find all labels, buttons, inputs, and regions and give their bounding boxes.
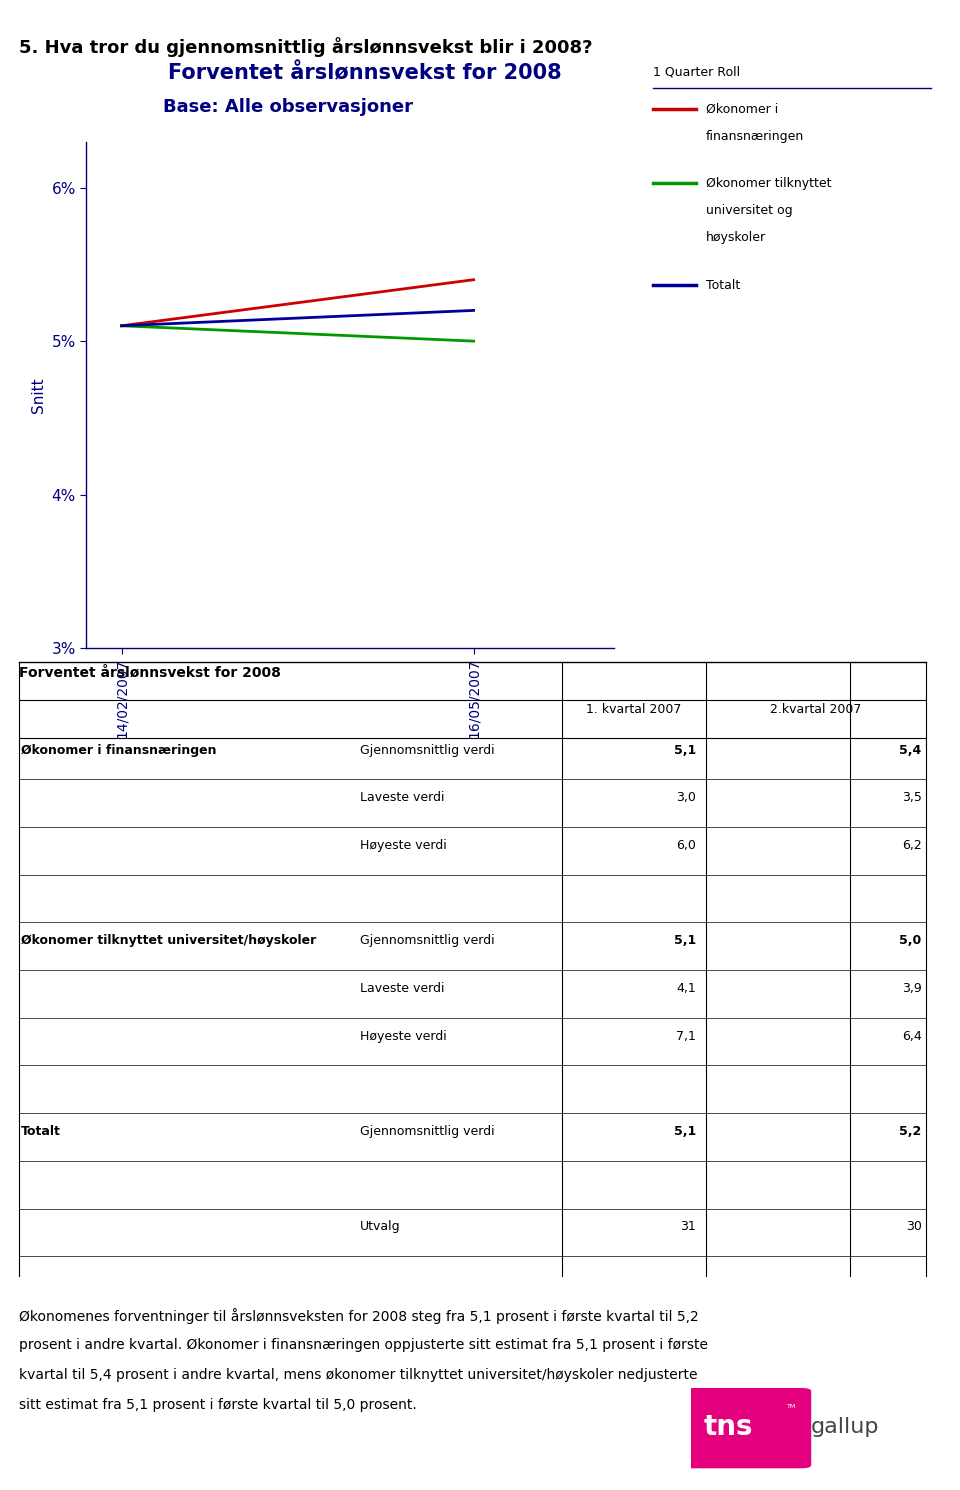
Text: Laveste verdi: Laveste verdi (360, 982, 444, 995)
Text: TM: TM (787, 1404, 797, 1408)
Text: Økonomer tilknyttet: Økonomer tilknyttet (706, 177, 831, 191)
Text: 3,5: 3,5 (901, 791, 922, 805)
Text: 4,1: 4,1 (676, 982, 696, 995)
Text: Økonomer i: Økonomer i (706, 103, 778, 116)
Text: Base: Alle observasjoner: Base: Alle observasjoner (163, 98, 413, 116)
Text: 2.kvartal 2007: 2.kvartal 2007 (770, 703, 862, 717)
Text: 3,0: 3,0 (676, 791, 696, 805)
Text: høyskoler: høyskoler (706, 231, 766, 244)
Text: tns: tns (703, 1413, 753, 1441)
Text: Gjennomsnittlig verdi: Gjennomsnittlig verdi (360, 744, 494, 757)
Text: 6,4: 6,4 (901, 1030, 922, 1043)
Text: Gjennomsnittlig verdi: Gjennomsnittlig verdi (360, 1125, 494, 1138)
Y-axis label: Snitt: Snitt (31, 377, 46, 413)
Text: 5. Hva tror du gjennomsnittlig årslønnsvekst blir i 2008?: 5. Hva tror du gjennomsnittlig årslønnsv… (19, 37, 592, 57)
Text: 5,1: 5,1 (674, 744, 696, 757)
Text: Gjennomsnittlig verdi: Gjennomsnittlig verdi (360, 934, 494, 948)
Text: kvartal til 5,4 prosent i andre kvartal, mens økonomer tilknyttet universitet/hø: kvartal til 5,4 prosent i andre kvartal,… (19, 1368, 698, 1381)
Text: Høyeste verdi: Høyeste verdi (360, 1030, 446, 1043)
Text: Totalt: Totalt (706, 279, 740, 292)
Text: Utvalg: Utvalg (360, 1220, 400, 1234)
Text: 1. kvartal 2007: 1. kvartal 2007 (586, 703, 682, 717)
Text: 6,2: 6,2 (901, 839, 922, 852)
Text: 5,2: 5,2 (900, 1125, 922, 1138)
Text: gallup: gallup (811, 1417, 879, 1436)
Text: 5,0: 5,0 (900, 934, 922, 948)
Text: Økonomer tilknyttet universitet/høyskoler: Økonomer tilknyttet universitet/høyskole… (21, 934, 317, 948)
Text: 31: 31 (681, 1220, 696, 1234)
Text: Forventet årslønnsvekst for 2008: Forventet årslønnsvekst for 2008 (168, 63, 562, 83)
Text: sitt estimat fra 5,1 prosent i første kvartal til 5,0 prosent.: sitt estimat fra 5,1 prosent i første kv… (19, 1398, 417, 1411)
Text: 7,1: 7,1 (676, 1030, 696, 1043)
Text: 6,0: 6,0 (676, 839, 696, 852)
Text: 5,1: 5,1 (674, 934, 696, 948)
Text: Laveste verdi: Laveste verdi (360, 791, 444, 805)
Text: universitet og: universitet og (706, 204, 792, 218)
Text: 30: 30 (905, 1220, 922, 1234)
FancyBboxPatch shape (682, 1389, 811, 1468)
Text: 5,4: 5,4 (900, 744, 922, 757)
Text: Økonomer i finansnæringen: Økonomer i finansnæringen (21, 744, 217, 757)
Text: finansnæringen: finansnæringen (706, 130, 804, 143)
Text: prosent i andre kvartal. Økonomer i finansnæringen oppjusterte sitt estimat fra : prosent i andre kvartal. Økonomer i fina… (19, 1338, 708, 1351)
Text: Økonomenes forventninger til årslønnsveksten for 2008 steg fra 5,1 prosent i før: Økonomenes forventninger til årslønnsvek… (19, 1308, 699, 1325)
Text: Totalt: Totalt (21, 1125, 61, 1138)
Text: Forventet årslønnsvekst for 2008: Forventet årslønnsvekst for 2008 (19, 666, 281, 679)
Text: 3,9: 3,9 (901, 982, 922, 995)
Text: Høyeste verdi: Høyeste verdi (360, 839, 446, 852)
Text: 1 Quarter Roll: 1 Quarter Roll (653, 66, 740, 79)
Text: 5,1: 5,1 (674, 1125, 696, 1138)
